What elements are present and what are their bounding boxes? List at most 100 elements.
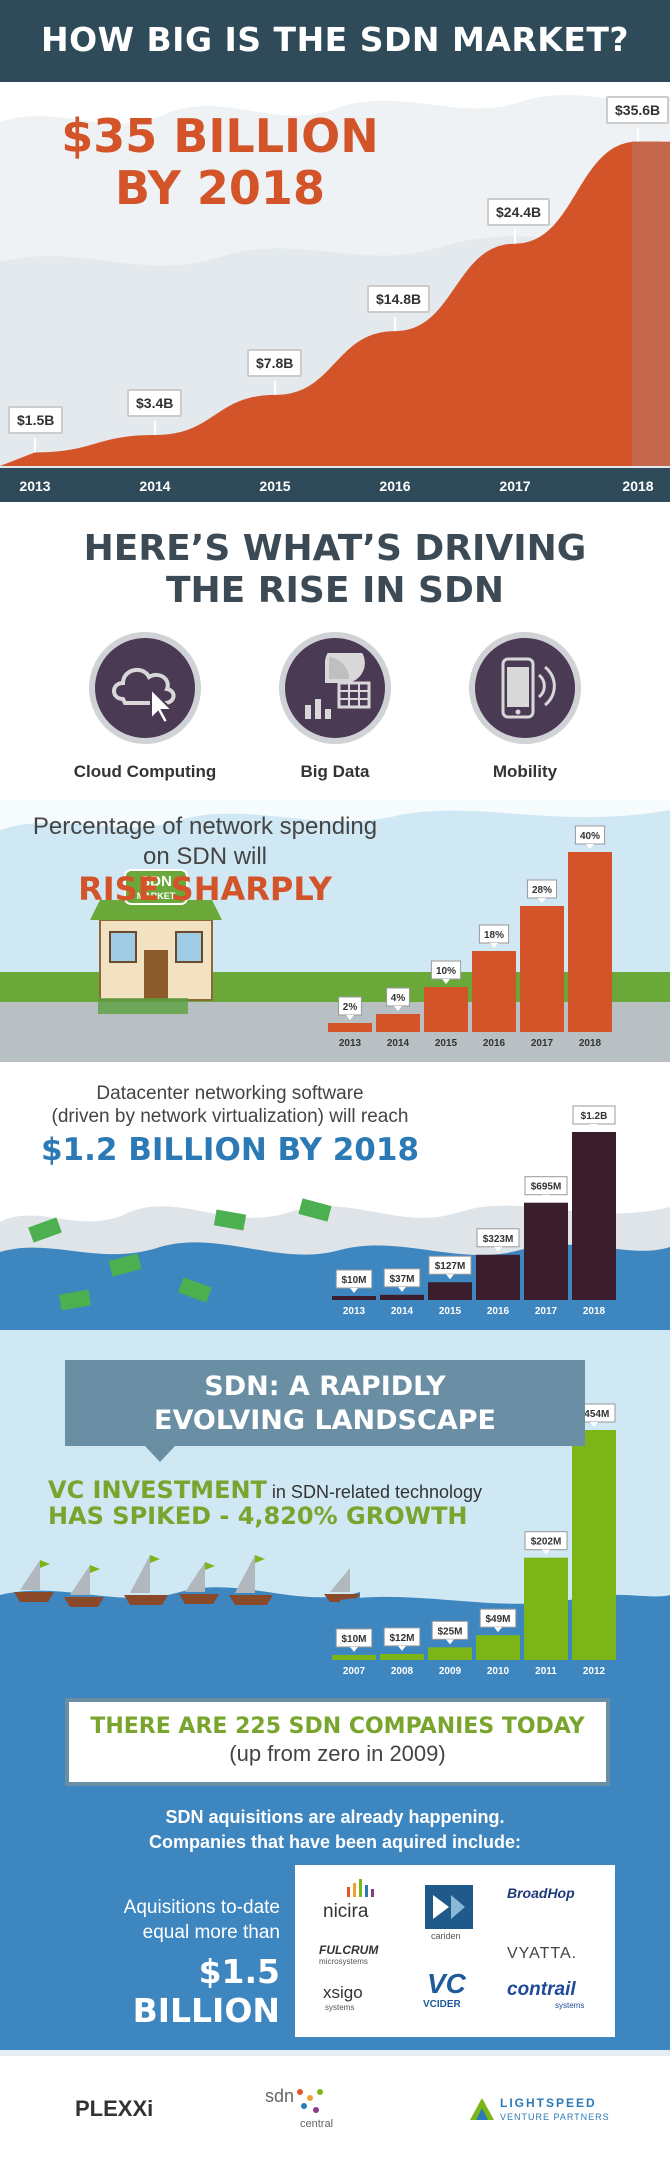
spending-value-label: 18% [484, 930, 504, 941]
vc-bar [476, 1635, 520, 1660]
vc-value-label: $202M [531, 1537, 562, 1548]
datacenter-bar [524, 1202, 568, 1300]
logo-cariden: cariden [431, 1931, 461, 1941]
acq-line-1: SDN aquisitions are already happening. [165, 1807, 505, 1827]
datacenter-value-label: $695M [531, 1182, 562, 1193]
vc-label-pointer [350, 1646, 358, 1652]
spending-section: SDN MARKET 2% 2013 4% 2014 10% 2015 18% 2016 28%… [0, 800, 670, 1062]
svg-text:VC: VC [427, 1969, 467, 1997]
vc-label-pointer [590, 1422, 598, 1427]
market-headline: $35 BILLION BY 2018 [40, 110, 400, 214]
spending-bar [472, 951, 516, 1032]
area-x-tick: 2018 [622, 478, 653, 494]
datacenter-bar [380, 1294, 424, 1300]
big-data-icon [279, 632, 391, 744]
cariden-mark-icon [425, 1885, 473, 1934]
datacenter-line-1: Datacenter networking software [96, 1083, 364, 1104]
spending-line-1: Percentage of network spending [32, 813, 378, 840]
datacenter-bar [332, 1296, 376, 1300]
driver-cloud-computing: Cloud Computing [55, 632, 235, 782]
datacenter-headline: $1.2 BILLION BY 2018 [40, 1132, 420, 1168]
datacenter-bar [428, 1282, 472, 1300]
vc-value-label: $454M [579, 1409, 610, 1420]
logo-xsigo-sub: systems [325, 2003, 355, 2012]
spending-label-pointer [346, 1015, 354, 1020]
market-size-section: 2013 2014 2015 2016 2017 2018 $35 BILLION BY … [0, 82, 670, 502]
logo-lightspeed: LIGHTSPEED [500, 2096, 597, 2110]
spending-bar [520, 906, 564, 1032]
spending-x-tick: 2013 [339, 1038, 362, 1049]
vc-growth: HAS SPIKED - 4,820% GROWTH [48, 1502, 468, 1530]
banner-line-1: SDN: A RAPIDLY [204, 1371, 446, 1402]
landscape-banner: SDN: A RAPIDLY EVOLVING LANDSCAPE [65, 1360, 585, 1446]
spending-value-label: 4% [391, 993, 406, 1004]
spending-x-tick: 2018 [579, 1038, 602, 1049]
vc-value-label: $25M [437, 1626, 462, 1637]
drivers-section: HERE’S WHAT’S DRIVING THE RISE IN SDN Cl… [0, 502, 670, 800]
store-sign-sdn: SDN [140, 873, 172, 890]
spending-intro: Percentage of network spending on SDN wi… [20, 812, 390, 872]
datacenter-x-tick: 2013 [343, 1306, 366, 1317]
area-value-label: $24.4B [487, 197, 551, 226]
vc-x-tick: 2011 [535, 1666, 557, 1677]
vc-bold: VC INVESTMENT [48, 1476, 267, 1504]
nicira-mark-icon [347, 1879, 377, 1902]
logo-contrail-sub: systems [555, 2001, 585, 2010]
area-value-label: $7.8B [247, 348, 303, 377]
spending-value-label: 10% [436, 966, 456, 977]
area-x-tick: 2015 [259, 478, 290, 494]
acq-line-2: Companies that have been aquired include… [148, 1832, 522, 1852]
acquisitions-text: SDN aquisitions are already happening. C… [0, 1805, 670, 1855]
logo-contrail: contrail [507, 1979, 576, 2000]
drivers-title-line-1: HERE’S WHAT’S DRIVING [83, 528, 587, 569]
logo-vyatta: VYATTA. [507, 1945, 578, 1962]
vc-label-pointer [542, 1549, 550, 1555]
datacenter-line-2: (driven by network virtualization) will … [51, 1106, 409, 1127]
store-sign-market: MARKET [137, 891, 176, 901]
market-headline-line-2: BY 2018 [115, 161, 325, 215]
landscape-section: $10M 2007 $12M 2008 $25M 2009 $49M 2010 $202M 201… [0, 1330, 670, 2050]
vc-bar [428, 1647, 472, 1660]
store-illustration [90, 869, 222, 1014]
vcider-mark-icon: VC [427, 1968, 479, 2002]
spending-bar [568, 852, 612, 1032]
datacenter-value-label: $10M [341, 1275, 366, 1286]
datacenter-value-label: $323M [483, 1234, 514, 1245]
area-value-label: $14.8B [367, 285, 431, 314]
datacenter-value-label: $37M [389, 1274, 414, 1285]
vc-value-label: $49M [485, 1614, 510, 1625]
logo-nicira: nicira [323, 1901, 369, 1922]
market-area-series [0, 141, 660, 466]
datacenter-x-tick: 2014 [391, 1306, 414, 1317]
datacenter-label-pointer [398, 1286, 406, 1292]
area-x-tick: 2014 [139, 478, 170, 494]
companies-box: THERE ARE 225 SDN COMPANIES TODAY (up fr… [65, 1698, 610, 1786]
market-headline-line-1: $35 BILLION [61, 109, 379, 163]
datacenter-scene: $10M 2013 $37M 2014 $127M 2015 $323M 2016 $695M 2… [0, 1105, 670, 1330]
datacenter-label-pointer [494, 1246, 502, 1252]
spending-label-pointer [490, 943, 498, 948]
datacenter-bar [572, 1132, 616, 1300]
vc-bar [380, 1653, 424, 1660]
lightspeed-mark-icon [470, 2098, 494, 2125]
vc-line-1: VC INVESTMENT in SDN-related technology [48, 1476, 482, 1504]
drivers-title-line-2: THE RISE IN SDN [166, 570, 504, 611]
vc-value-label: $12M [389, 1633, 414, 1644]
driver-label-mobility: Mobility [492, 762, 558, 781]
logo-fulcrum-sub: microsystems [319, 1957, 368, 1966]
spending-x-tick: 2014 [387, 1038, 410, 1049]
vc-x-tick: 2010 [487, 1666, 510, 1677]
year-axis-bar [0, 468, 670, 502]
vc-bar [332, 1654, 376, 1660]
datacenter-label-pointer [350, 1288, 358, 1293]
driver-label-big-data: Big Data [300, 762, 370, 781]
spending-label-pointer [538, 898, 546, 903]
datacenter-label-box [428, 1255, 472, 1275]
datacenter-label-pointer [542, 1194, 550, 1200]
area-value-label: $1.5B [8, 406, 64, 435]
rise-sharply-headline: RISE SHARPLY [78, 870, 332, 908]
spending-label-pointer [586, 844, 594, 849]
spending-bar [376, 1014, 420, 1032]
logo-broadhop: BroadHop [507, 1885, 575, 1901]
logo-central: central [300, 2118, 334, 2130]
